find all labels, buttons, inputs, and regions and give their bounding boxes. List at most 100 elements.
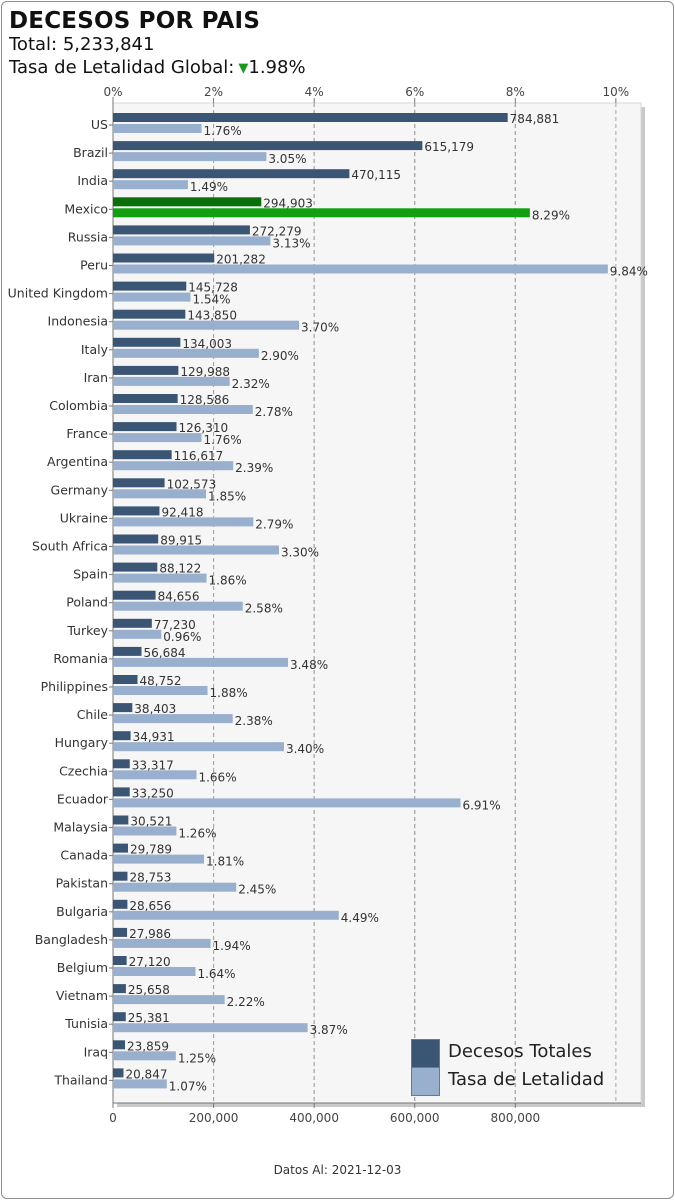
bar-deaths-france: [113, 422, 177, 432]
data-label-deaths-malaysia: 30,521: [130, 815, 172, 829]
category-label-us: US: [91, 117, 108, 132]
data-label-deaths-ukraine: 92,418: [161, 505, 203, 519]
category-label-france: France: [66, 426, 108, 441]
data-label-deaths-united-kingdom: 145,728: [188, 281, 238, 295]
data-label-rate-belgium: 1.64%: [197, 967, 235, 981]
data-label-deaths-hungary: 34,931: [133, 730, 175, 744]
bar-rate-russia: [113, 236, 271, 246]
bar-deaths-poland: [113, 590, 156, 600]
data-label-deaths-south-africa: 89,915: [160, 534, 202, 548]
data-label-rate-peru: 9.84%: [610, 265, 648, 279]
category-label-turkey: Turkey: [66, 623, 108, 638]
bar-deaths-tunisia: [113, 1012, 126, 1022]
bar-rate-iran: [113, 376, 230, 386]
bar-deaths-brazil: [113, 141, 423, 151]
category-label-germany: Germany: [51, 482, 109, 497]
data-label-deaths-colombia: 128,586: [180, 393, 230, 407]
category-label-pakistan: Pakistan: [56, 876, 108, 891]
data-label-deaths-bangladesh: 27,986: [129, 927, 171, 941]
bar-rate-ecuador: [113, 798, 461, 808]
bar-rate-ukraine: [113, 517, 254, 527]
bar-rate-argentina: [113, 461, 234, 471]
chart-title: DECESOS POR PAIS: [9, 8, 261, 34]
category-label-philippines: Philippines: [41, 679, 108, 694]
x-bottom-tick-label: 400,000: [289, 1111, 339, 1125]
bar-deaths-italy: [113, 337, 181, 347]
data-label-deaths-germany: 102,573: [167, 477, 217, 491]
category-label-vietnam: Vietnam: [56, 988, 108, 1003]
bar-rate-france: [113, 433, 202, 443]
bar-rate-south-africa: [113, 545, 279, 555]
bar-deaths-united-kingdom: [113, 281, 187, 291]
bar-rate-thailand: [113, 1079, 167, 1089]
bar-deaths-romania: [113, 646, 142, 656]
data-label-rate-vietnam: 2.22%: [227, 995, 265, 1009]
legend-label-deaths: Decesos Totales: [448, 1041, 592, 1062]
bar-deaths-iraq: [113, 1040, 125, 1050]
bar-deaths-bangladesh: [113, 927, 128, 937]
bar-deaths-turkey: [113, 618, 152, 628]
data-label-rate-thailand: 1.07%: [169, 1079, 207, 1093]
data-label-rate-colombia: 2.78%: [255, 405, 293, 419]
data-label-rate-iran: 2.32%: [232, 377, 270, 391]
data-label-deaths-spain: 88,122: [159, 562, 201, 576]
data-label-deaths-india: 470,115: [351, 168, 401, 182]
x-top-tick-label: 2%: [204, 85, 223, 99]
bar-rate-romania: [113, 657, 288, 667]
legend-label-rate: Tasa de Letalidad: [448, 1069, 605, 1090]
x-top-tick-label: 10%: [603, 85, 630, 99]
data-label-deaths-italy: 134,003: [182, 337, 232, 351]
x-top-tick-label: 6%: [405, 85, 424, 99]
x-bottom-tick-label: 0: [109, 1111, 117, 1125]
data-label-deaths-pakistan: 28,753: [129, 871, 171, 885]
x-top-tick-label: 0%: [103, 85, 122, 99]
bar-deaths-malaysia: [113, 815, 129, 825]
data-label-deaths-us: 784,881: [510, 112, 560, 126]
bar-deaths-colombia: [113, 394, 178, 403]
category-label-south-africa: South Africa: [32, 539, 108, 554]
bar-rate-malaysia: [113, 826, 177, 836]
bar-deaths-germany: [113, 478, 165, 488]
bar-deaths-india: [113, 169, 350, 179]
bar-deaths-chile: [113, 703, 133, 713]
bar-deaths-philippines: [113, 675, 138, 684]
category-label-ukraine: Ukraine: [60, 510, 109, 525]
bar-deaths-iran: [113, 365, 179, 375]
data-label-deaths-tunisia: 25,381: [128, 1011, 170, 1025]
data-label-rate-canada: 1.81%: [206, 855, 244, 869]
data-label-rate-malaysia: 1.26%: [178, 827, 216, 841]
data-label-rate-brazil: 3.05%: [268, 152, 306, 166]
bar-rate-pakistan: [113, 882, 237, 892]
bar-rate-bulgaria: [113, 910, 339, 920]
bar-deaths-canada: [113, 843, 128, 853]
category-label-colombia: Colombia: [49, 398, 108, 413]
data-label-rate-turkey: 0.96%: [163, 630, 201, 644]
category-label-belgium: Belgium: [57, 960, 108, 975]
data-label-deaths-chile: 38,403: [134, 702, 176, 716]
category-label-canada: Canada: [60, 848, 108, 863]
bar-rate-india: [113, 180, 188, 190]
data-label-rate-south-africa: 3.30%: [281, 546, 319, 560]
data-label-rate-czechia: 1.66%: [198, 770, 236, 784]
data-label-rate-ecuador: 6.91%: [462, 798, 500, 812]
category-label-brazil: Brazil: [73, 145, 108, 160]
data-label-rate-germany: 1.85%: [208, 489, 246, 503]
data-label-deaths-russia: 272,279: [252, 224, 302, 238]
bar-deaths-bulgaria: [113, 899, 128, 909]
category-label-thailand: Thailand: [53, 1072, 108, 1087]
data-label-rate-indonesia: 3.70%: [301, 321, 339, 335]
bar-rate-canada: [113, 854, 205, 864]
footer-label: Datos Al:: [273, 1163, 328, 1177]
data-label-deaths-peru: 201,282: [216, 253, 266, 267]
footer: Datos Al: 2021-12-03: [0, 1163, 675, 1177]
category-label-bulgaria: Bulgaria: [56, 904, 108, 919]
bar-rate-colombia: [113, 405, 253, 414]
data-label-rate-italy: 2.90%: [261, 349, 299, 363]
data-label-rate-france: 1.76%: [204, 433, 242, 447]
bar-deaths-mexico: [113, 197, 262, 207]
bar-deaths-spain: [113, 562, 158, 572]
category-label-india: India: [77, 173, 108, 188]
data-label-deaths-indonesia: 143,850: [187, 309, 237, 323]
rate-label: Tasa de Letalidad Global:: [9, 57, 235, 78]
